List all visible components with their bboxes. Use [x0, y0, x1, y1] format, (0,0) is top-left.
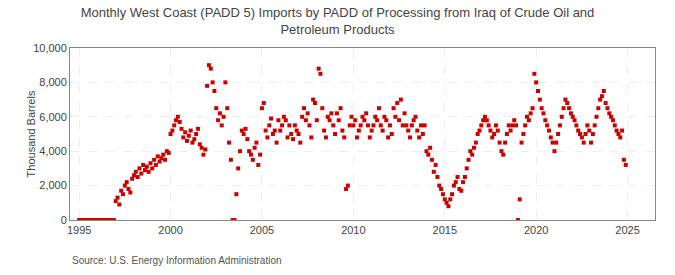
svg-text:Thousand Barrels: Thousand Barrels	[25, 90, 37, 177]
svg-text:Source: U.S. Energy Informatio: Source: U.S. Energy Information Administ…	[72, 255, 282, 266]
svg-text:2025: 2025	[615, 224, 639, 236]
svg-text:Monthly West Coast (PADD 5) Im: Monthly West Coast (PADD 5) Imports by P…	[81, 5, 595, 37]
svg-text:8,000: 8,000	[39, 76, 67, 88]
svg-text:2,000: 2,000	[39, 179, 67, 191]
svg-text:0: 0	[61, 214, 67, 226]
svg-text:2010: 2010	[341, 224, 365, 236]
svg-text:6,000: 6,000	[39, 111, 67, 123]
svg-text:2020: 2020	[524, 224, 548, 236]
svg-text:2000: 2000	[158, 224, 182, 236]
svg-text:2005: 2005	[250, 224, 274, 236]
svg-text:4,000: 4,000	[39, 145, 67, 157]
svg-text:2015: 2015	[433, 224, 457, 236]
svg-text:10,000: 10,000	[33, 42, 67, 54]
svg-text:1995: 1995	[67, 224, 91, 236]
